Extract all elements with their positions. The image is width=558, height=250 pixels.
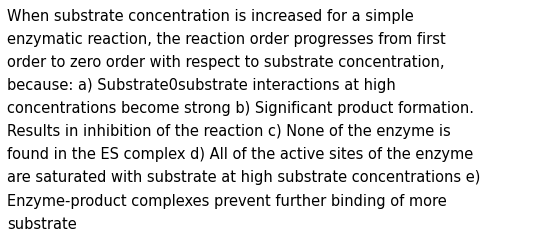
Text: order to zero order with respect to substrate concentration,: order to zero order with respect to subs…: [7, 55, 445, 70]
Text: Results in inhibition of the reaction c) None of the enzyme is: Results in inhibition of the reaction c)…: [7, 124, 451, 139]
Text: Enzyme-product complexes prevent further binding of more: Enzyme-product complexes prevent further…: [7, 193, 447, 208]
Text: substrate: substrate: [7, 216, 77, 231]
Text: concentrations become strong b) Significant product formation.: concentrations become strong b) Signific…: [7, 101, 474, 116]
Text: When substrate concentration is increased for a simple: When substrate concentration is increase…: [7, 9, 414, 24]
Text: because: a) Substrate0substrate interactions at high: because: a) Substrate0substrate interact…: [7, 78, 396, 93]
Text: enzymatic reaction, the reaction order progresses from first: enzymatic reaction, the reaction order p…: [7, 32, 446, 47]
Text: found in the ES complex d) All of the active sites of the enzyme: found in the ES complex d) All of the ac…: [7, 147, 474, 162]
Text: are saturated with substrate at high substrate concentrations e): are saturated with substrate at high sub…: [7, 170, 480, 185]
